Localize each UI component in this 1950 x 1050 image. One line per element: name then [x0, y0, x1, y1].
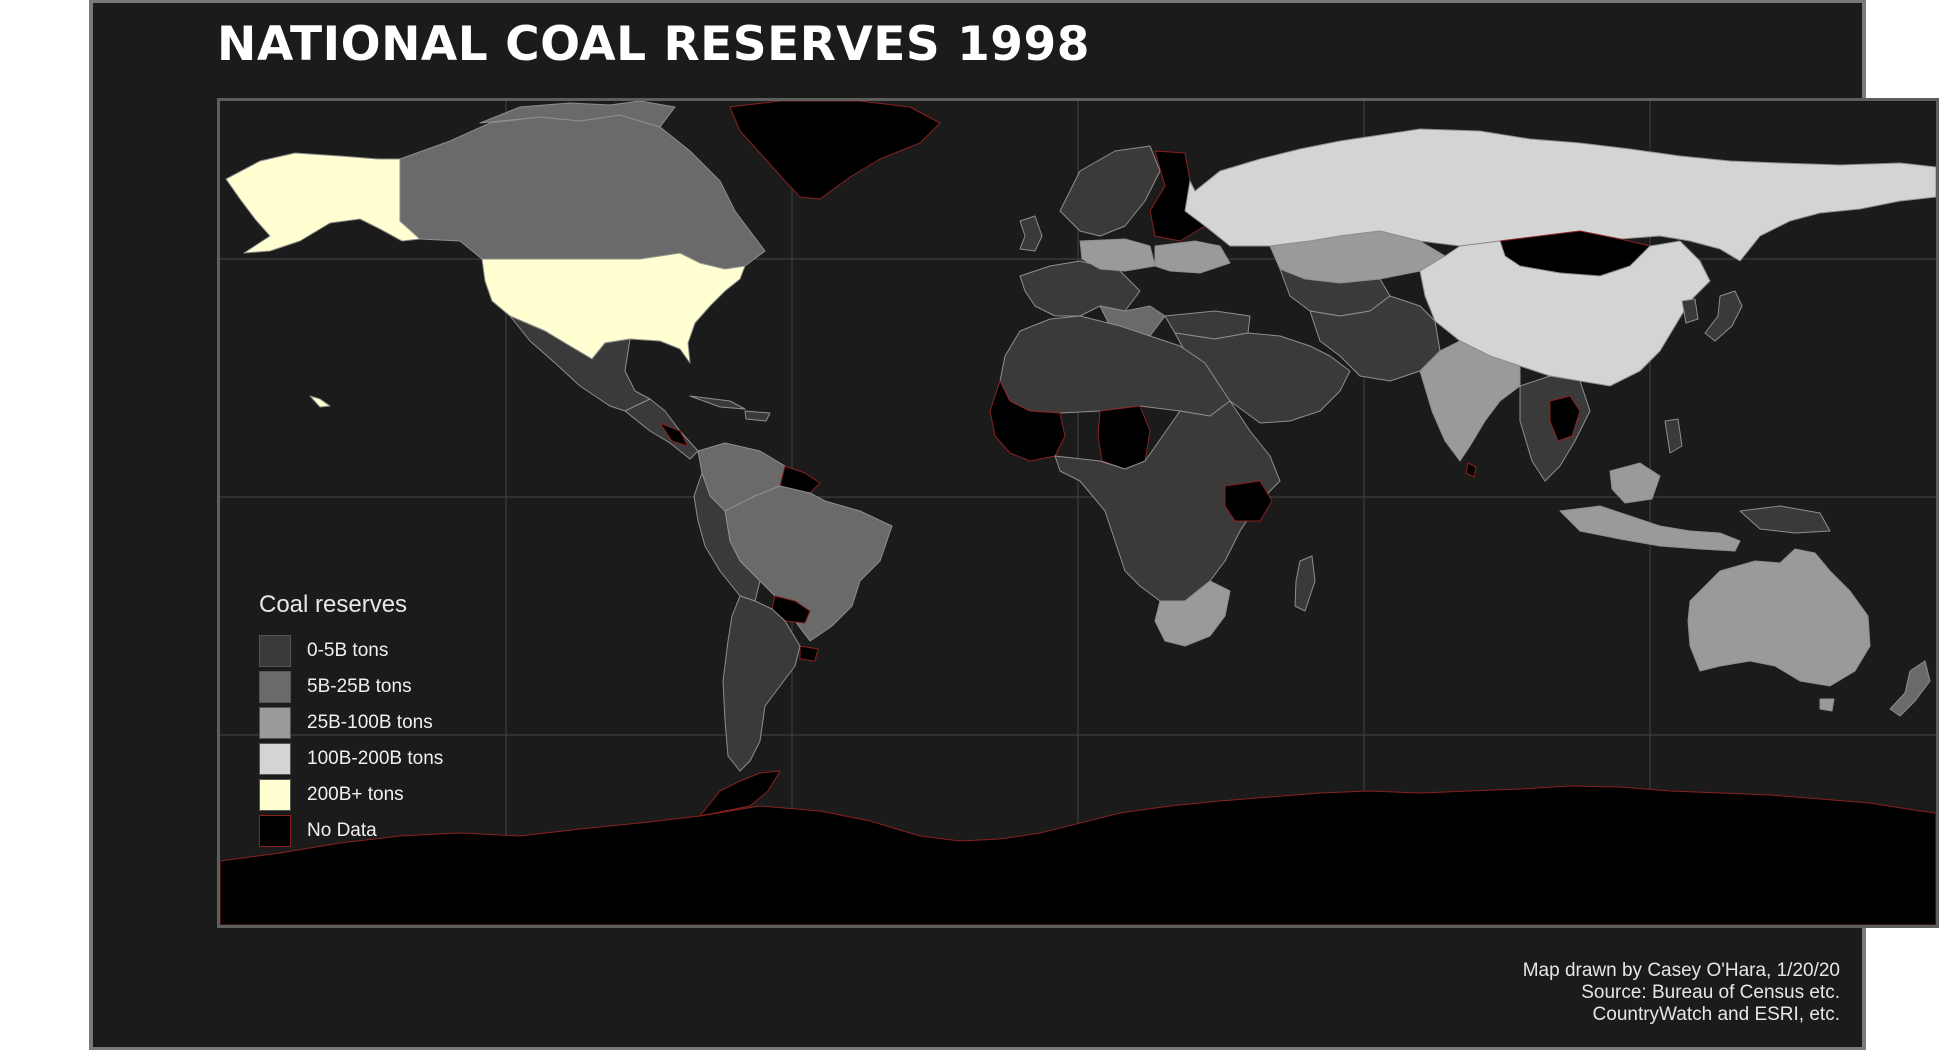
countries: [220, 101, 1936, 925]
legend-title: Coal reserves: [259, 591, 408, 618]
country-hawaii: [309, 395, 331, 408]
legend-item-200b-plus[interactable]: 200B+ tons: [259, 779, 519, 813]
map-poster: NATIONAL COAL RESERVES 1998: [89, 0, 1939, 1050]
legend-label: 25B-100B tons: [307, 712, 433, 733]
country-antarctica[interactable]: [220, 785, 1936, 925]
map-legend: Coal reserves 0-5B tons 5B-25B tons 25B-…: [259, 591, 519, 861]
legend-swatch: [259, 635, 291, 667]
country-east-africa-nodata[interactable]: [1224, 480, 1273, 522]
legend-label: 200B+ tons: [307, 784, 404, 805]
legend-swatch: [259, 707, 291, 739]
country-central-america[interactable]: [624, 398, 699, 460]
country-cuba: [689, 395, 746, 410]
legend-label: 5B-25B tons: [307, 676, 412, 697]
credit-source-2: CountryWatch and ESRI, etc.: [1592, 1004, 1840, 1025]
country-korea[interactable]: [1681, 298, 1699, 324]
country-greenland[interactable]: [729, 101, 941, 200]
country-south-africa[interactable]: [1154, 580, 1231, 647]
country-india[interactable]: [1419, 340, 1521, 462]
country-hispaniola: [744, 410, 771, 422]
country-tasmania: [1819, 698, 1835, 712]
country-mexico[interactable]: [509, 315, 651, 412]
country-baltics[interactable]: [1149, 150, 1206, 242]
legend-swatch: [259, 779, 291, 811]
country-chad[interactable]: [1097, 405, 1151, 470]
legend-label: No Data: [307, 820, 377, 841]
legend-swatch: [259, 671, 291, 703]
country-uk[interactable]: [1019, 215, 1043, 252]
legend-item-no-data[interactable]: No Data: [259, 815, 519, 849]
country-scandinavia[interactable]: [1059, 145, 1161, 237]
world-map[interactable]: [217, 98, 1939, 928]
legend-label: 0-5B tons: [307, 640, 389, 661]
country-canada[interactable]: [399, 114, 766, 270]
legend-item-5b-25b[interactable]: 5B-25B tons: [259, 671, 519, 705]
world-map-canvas: [220, 101, 1936, 925]
country-alaska[interactable]: [225, 152, 421, 254]
country-australia[interactable]: [1687, 548, 1871, 687]
country-sri-lanka: [1465, 462, 1477, 478]
country-central-america-nodata: [659, 422, 689, 447]
country-argentina-chile[interactable]: [722, 595, 801, 772]
country-japan[interactable]: [1704, 290, 1743, 342]
legend-swatch: [259, 743, 291, 775]
legend-item-100b-200b[interactable]: 100B-200B tons: [259, 743, 519, 777]
map-title: NATIONAL COAL RESERVES 1998: [217, 17, 1090, 72]
country-germany-poland[interactable]: [1079, 238, 1156, 272]
map-credits: Map drawn by Casey O'Hara, 1/20/20 Sourc…: [1523, 960, 1840, 1026]
credit-author: Map drawn by Casey O'Hara, 1/20/20: [1522, 960, 1840, 981]
legend-swatch: [259, 815, 291, 847]
country-central-africa[interactable]: [1054, 400, 1281, 602]
country-indonesia[interactable]: [1559, 505, 1741, 552]
legend-item-25b-100b[interactable]: 25B-100B tons: [259, 707, 519, 741]
legend-label: 100B-200B tons: [307, 748, 444, 769]
legend-item-0-5b[interactable]: 0-5B tons: [259, 635, 519, 669]
country-indochina[interactable]: [1549, 395, 1581, 442]
country-antarctic-peninsula: [699, 770, 781, 817]
country-uruguay[interactable]: [799, 645, 819, 662]
country-philippines: [1664, 418, 1683, 454]
country-papua: [1739, 505, 1831, 534]
country-new-zealand[interactable]: [1889, 660, 1931, 717]
country-borneo: [1609, 462, 1661, 504]
country-ukraine[interactable]: [1154, 240, 1231, 274]
country-madagascar[interactable]: [1294, 555, 1316, 612]
credit-source: Source: Bureau of Census etc.: [1581, 982, 1840, 1003]
country-canada-islands: [479, 101, 676, 128]
